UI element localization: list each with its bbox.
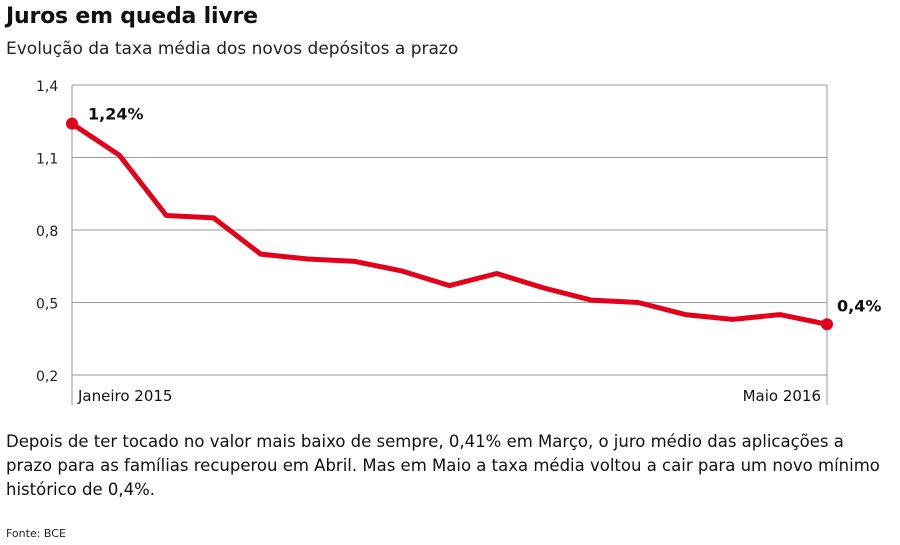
source-credit: Fonte: BCE [6,527,66,540]
y-tick-label: 0,8 [36,224,58,240]
y-tick-label: 0,5 [36,297,58,313]
data-label: 0,4% [837,296,881,315]
data-point-marker [821,318,833,331]
x-tick-label: Maio 2016 [743,387,821,405]
grid-layer [71,84,828,405]
y-tick-label: 0,2 [36,369,58,385]
x-tick-label: Janeiro 2015 [77,387,172,405]
y-tick-label: 1,1 [36,152,58,168]
chart-subtitle: Evolução da taxa média dos novos depósit… [6,39,459,59]
chart-title: Juros em queda livre [6,4,258,29]
data-label: 1,24% [88,105,144,124]
chart-note: Depois de ter tocado no valor mais baixo… [6,432,880,499]
y-tick-label: 1,4 [36,79,58,95]
label-layer: 1,24% 0,4% [88,105,881,316]
axis-layer: 0,2 0,5 0,8 1,1 1,4 Janeiro 2015 Maio 2016 [36,79,821,405]
data-point-marker [66,117,78,130]
series-line [69,121,830,327]
series-layer [66,117,833,331]
line-chart: 0,2 0,5 0,8 1,1 1,4 Janeiro 2015 Maio 2016 1,2… [36,79,881,405]
